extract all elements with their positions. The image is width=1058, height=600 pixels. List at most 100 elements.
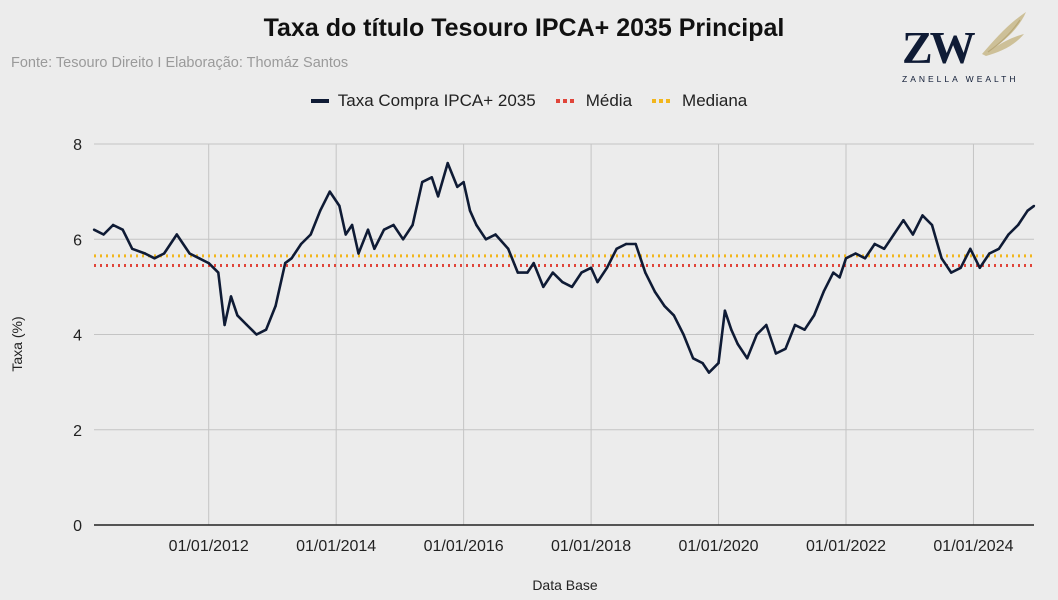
- data-point: [873, 242, 876, 246]
- x-tick-label: 01/01/2014: [296, 538, 376, 555]
- legend-item-media[interactable]: Média: [555, 91, 633, 111]
- data-point: [551, 271, 554, 274]
- chart-legend: Taxa Compra IPCA+ 2035 Média Mediana: [0, 91, 1058, 111]
- legend-swatch-taxa: [310, 99, 329, 103]
- data-point: [290, 257, 293, 260]
- data-point: [691, 357, 695, 360]
- data-point: [863, 257, 867, 260]
- data-point: [392, 223, 395, 227]
- data-point: [309, 233, 312, 236]
- data-point: [663, 304, 666, 308]
- data-point: [921, 214, 924, 217]
- data-point: [468, 209, 472, 212]
- data-point: [92, 228, 96, 231]
- data-point: [516, 271, 519, 274]
- data-point: [401, 238, 405, 241]
- data-point: [382, 228, 386, 231]
- x-tick-label: 01/01/2022: [806, 538, 886, 555]
- legend-item-mediana[interactable]: Mediana: [652, 91, 747, 111]
- chart-grid: [94, 143, 1034, 526]
- x-tick-label: 01/01/2020: [679, 538, 759, 555]
- data-point: [1032, 204, 1036, 208]
- data-point: [596, 280, 599, 284]
- x-tick-label: 01/01/2024: [933, 538, 1013, 555]
- data-point: [350, 223, 354, 227]
- data-point: [1016, 223, 1020, 227]
- data-point: [832, 271, 835, 274]
- data-point: [844, 257, 848, 260]
- data-point: [707, 371, 711, 374]
- chart-subtitle: Fonte: Tesouro Direito I Elaboração: Tho…: [11, 55, 349, 71]
- data-point: [717, 361, 720, 365]
- data-point: [997, 247, 1001, 250]
- data-point: [682, 333, 685, 336]
- data-point: [217, 271, 220, 274]
- data-point: [1007, 233, 1010, 236]
- data-point: [366, 228, 370, 231]
- series-line-taxa-compra: [93, 161, 1035, 374]
- data-point: [542, 285, 545, 289]
- data-point: [634, 242, 637, 246]
- data-point: [730, 328, 733, 331]
- logo-brand-name: ZANELLA WEALTH: [902, 74, 1018, 84]
- data-point: [892, 233, 895, 236]
- data-point: [784, 347, 787, 350]
- data-point: [746, 357, 749, 360]
- data-point: [765, 323, 768, 327]
- data-point: [838, 276, 841, 279]
- y-tick-label: 6: [73, 232, 82, 249]
- data-point: [198, 257, 201, 260]
- data-point: [111, 223, 115, 227]
- data-point: [274, 304, 277, 308]
- data-point: [605, 266, 609, 269]
- data-point: [430, 176, 433, 179]
- x-axis-title: Data Base: [532, 577, 598, 593]
- data-point: [207, 261, 210, 265]
- data-point: [319, 209, 322, 212]
- data-point: [755, 333, 758, 336]
- data-point: [672, 314, 676, 317]
- data-point: [902, 219, 905, 222]
- data-point: [570, 285, 574, 289]
- data-point: [264, 328, 268, 331]
- y-tick-label: 4: [73, 328, 82, 345]
- data-point: [188, 252, 191, 255]
- data-point: [812, 314, 816, 317]
- y-tick-label: 0: [73, 518, 82, 535]
- data-point: [793, 323, 797, 327]
- zanella-wealth-logo: ZW ZANELLA WEALTH: [896, 8, 1036, 88]
- data-point: [854, 252, 857, 255]
- data-point: [978, 266, 981, 269]
- data-point: [357, 252, 360, 255]
- data-point: [950, 271, 953, 274]
- data-point: [475, 223, 478, 227]
- data-point: [328, 190, 331, 193]
- data-point: [580, 271, 583, 274]
- data-point: [456, 185, 459, 189]
- y-tick-label: 2: [73, 423, 82, 440]
- y-axis-title: Taxa (%): [9, 316, 25, 371]
- legend-label-media: Média: [585, 91, 633, 110]
- data-point: [421, 180, 424, 184]
- data-point: [624, 242, 628, 246]
- logo-monogram: ZW: [902, 22, 976, 73]
- data-point: [959, 266, 962, 269]
- legend-swatch-mediana: [652, 99, 673, 103]
- data-point: [701, 361, 704, 365]
- data-point: [245, 323, 249, 327]
- data-point: [143, 252, 147, 255]
- data-point: [1026, 209, 1029, 212]
- legend-item-taxa[interactable]: Taxa Compra IPCA+ 2035: [310, 91, 536, 111]
- data-point: [162, 252, 166, 255]
- data-point: [723, 309, 727, 312]
- y-tick-label: 8: [73, 137, 82, 154]
- data-point: [255, 333, 258, 336]
- data-point: [338, 204, 341, 208]
- data-point: [589, 266, 593, 269]
- data-point: [911, 233, 915, 236]
- x-tick-label: 01/01/2018: [551, 538, 631, 555]
- series-lines: [92, 161, 1036, 374]
- data-point: [223, 323, 226, 327]
- reference-lines: [94, 254, 1034, 267]
- data-point: [436, 195, 440, 198]
